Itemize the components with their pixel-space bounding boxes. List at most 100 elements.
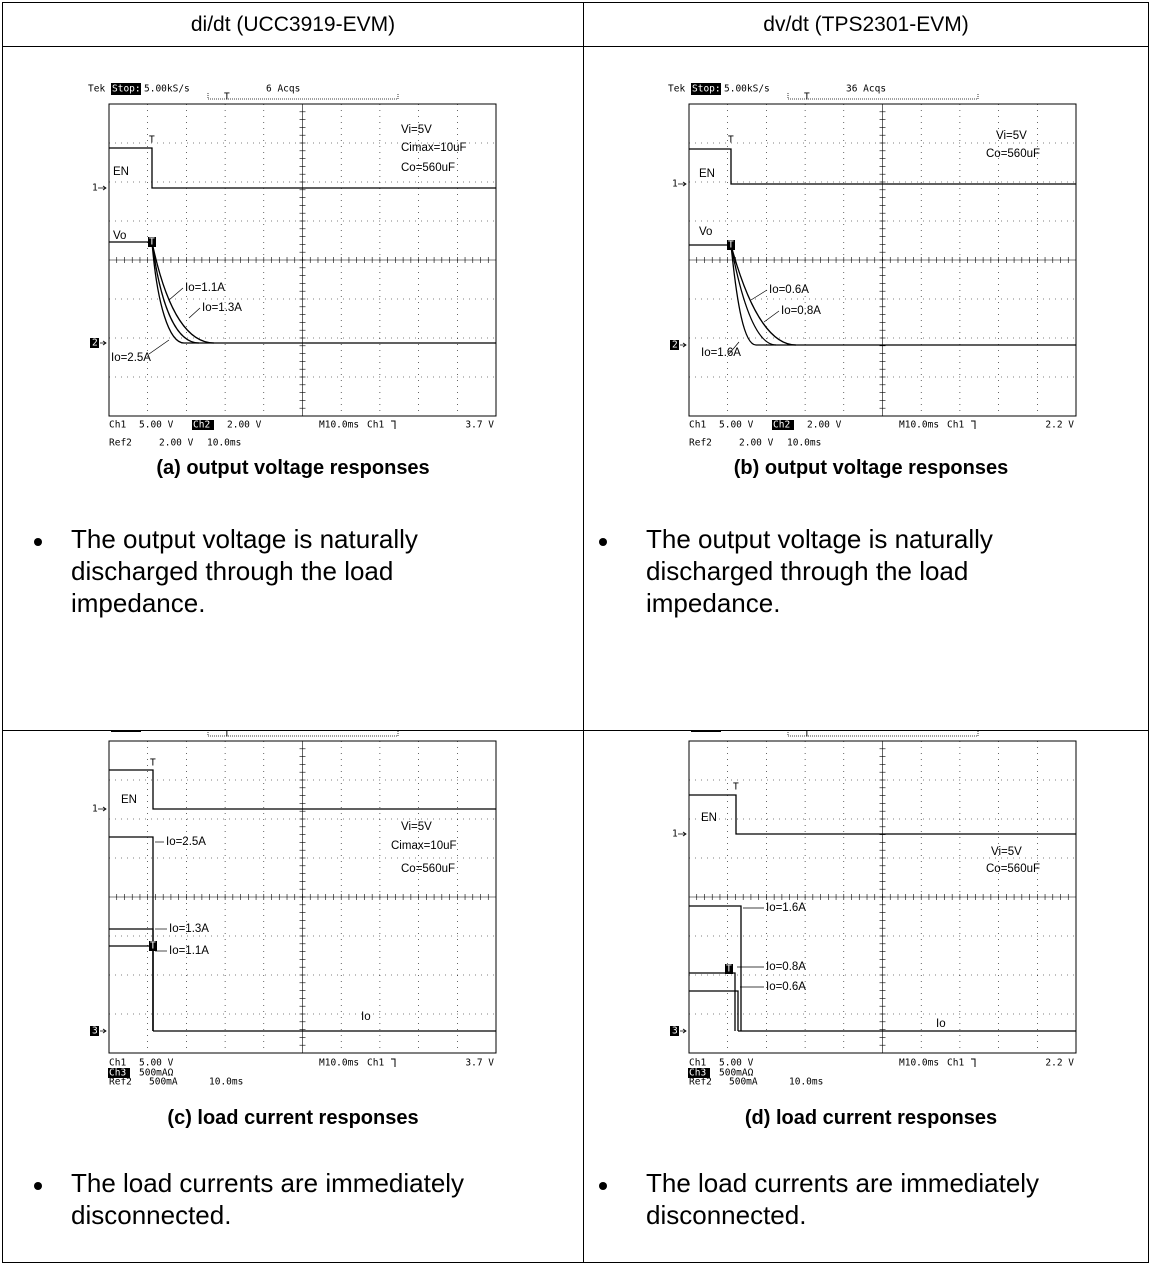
record-trigger: T	[804, 730, 810, 740]
scope-readout: M10.0ms	[899, 1058, 939, 1069]
scope-readout: 3.7 V	[465, 1058, 494, 1069]
scope-readout: 2.00 V	[807, 420, 842, 431]
scope-readout: 500mA	[729, 1077, 758, 1088]
caption: (a) output voltage responses	[73, 457, 513, 480]
waveform-label: Vo	[113, 230, 126, 242]
bullet-dot	[34, 538, 42, 546]
waveform-label: EN	[113, 166, 129, 178]
header-cell: dv/dt (TPS2301-EVM)	[583, 2, 1149, 47]
trigger-marker: T	[150, 758, 156, 769]
scope-readout: Ch1	[109, 420, 126, 431]
waveform-label: Co=560uF	[986, 148, 1040, 160]
acquisitions: 6 Acqs	[266, 84, 300, 95]
channel-arrow	[680, 343, 686, 347]
table-cell: TekStop:5.00kS/s22 AcqsTTTENIo=2.5AVi=5V…	[2, 730, 584, 1263]
slope-glyph	[391, 421, 395, 429]
channel-marker: 1	[92, 183, 98, 194]
waveform	[689, 906, 741, 1031]
waveform	[109, 946, 153, 1031]
waveform-label: Io	[936, 1018, 946, 1030]
leader-line	[751, 290, 767, 300]
scope-readout: 3.7 V	[465, 420, 494, 431]
waveform-label: Io=2.5A	[111, 352, 151, 364]
waveform-label: Io	[361, 1011, 371, 1023]
sample-rate: 5.00kS/s	[144, 84, 190, 95]
waveform-label: Io=1.6A	[701, 347, 741, 359]
bullet-text: The load currents are immediately discon…	[71, 1167, 501, 1231]
scope-readout: 2.00 V	[739, 438, 774, 449]
scope-readout: M10.0ms	[899, 420, 939, 431]
channel-arrow	[680, 1029, 686, 1033]
caption: (c) load current responses	[73, 1107, 513, 1130]
scope-readout: Ch2	[773, 420, 790, 431]
waveform-label: Vo	[699, 226, 712, 238]
channel-arrow	[100, 1029, 106, 1033]
scope-brand: Tek	[88, 84, 105, 95]
channel-marker: 1	[672, 179, 678, 190]
scope-readout: 2.2 V	[1045, 1058, 1074, 1069]
waveform-label: Vi=5V	[991, 846, 1022, 858]
scope-readout: 5.00 V	[139, 420, 174, 431]
waveform-label: Io=2.5A	[166, 836, 206, 848]
bullet-text: The output voltage is naturally discharg…	[71, 523, 501, 619]
channel-arrow	[678, 182, 686, 186]
trigger-marker: T	[149, 135, 155, 146]
table-cell: TekStop:5.00kS/s40 AcqsTTTENVi=5VCo=560u…	[583, 730, 1149, 1263]
waveform-label: Co=560uF	[986, 863, 1040, 875]
bullet-dot	[599, 1182, 607, 1190]
bullet-dot	[599, 538, 607, 546]
scope-readout: 10.0ms	[789, 1077, 823, 1088]
waveform-label: Vi=5V	[401, 821, 432, 833]
scope-status: Stop:	[692, 84, 721, 95]
page: di/dt (UCC3919-EVM)dv/dt (TPS2301-EVM)Te…	[0, 0, 1150, 1255]
scope-status: Stop:	[112, 730, 141, 732]
table-cell: TekStop:5.00kS/s6 AcqsTTTVi=5VCimax=10uF…	[2, 46, 584, 731]
waveform-label: Io=0.8A	[766, 961, 806, 973]
scope-readout: 10.0ms	[207, 438, 241, 449]
leader-line	[189, 308, 200, 318]
sample-rate: 5.00kS/s	[724, 84, 770, 95]
waveform-label: Vi=5V	[996, 130, 1027, 142]
channel-arrow	[98, 807, 106, 811]
waveform-label: Cimax=10uF	[401, 142, 467, 154]
waveform-label: Io=1.6A	[766, 902, 806, 914]
sample-rate: 5.00kS/s	[144, 730, 190, 732]
channel-marker: 2	[92, 338, 98, 349]
record-trigger: T	[224, 730, 230, 740]
scope-readout: Ref2	[109, 1077, 132, 1088]
waveform-label: Io=0.8A	[781, 305, 821, 317]
scope-readout: Ch2	[193, 420, 210, 431]
waveform	[689, 991, 738, 1031]
record-trigger: T	[804, 92, 810, 103]
sample-rate: 5.00kS/s	[724, 730, 770, 732]
record-trigger: T	[224, 92, 230, 103]
graticule: TTVi=5VCimax=10uFCo=560uFENVoIo=1.1AIo=1…	[109, 104, 496, 416]
scope-readout: 500mA	[149, 1077, 178, 1088]
waveform-label: EN	[701, 812, 717, 824]
scope-brand: Tek	[668, 730, 685, 732]
channel-marker: 3	[672, 1026, 678, 1037]
waveform	[109, 837, 153, 1031]
bullet-text: The output voltage is naturally discharg…	[646, 523, 1076, 619]
scope-status: Stop:	[692, 730, 721, 732]
waveform-label: Io=0.6A	[766, 981, 806, 993]
trigger-marker: T	[149, 237, 155, 248]
scope-readout: Ch1	[689, 420, 706, 431]
scope-readout: Ch1	[947, 1058, 964, 1069]
slope-glyph	[391, 1059, 395, 1067]
channel-arrow	[678, 832, 686, 836]
bullet-dot	[34, 1182, 42, 1190]
caption: (b) output voltage responses	[651, 457, 1091, 480]
acquisitions: 36 Acqs	[846, 84, 886, 95]
channel-marker: 1	[672, 829, 678, 840]
slope-glyph	[971, 421, 975, 429]
scope-readout: M10.0ms	[319, 1058, 359, 1069]
scope-readout: 2.00 V	[227, 420, 262, 431]
waveform-label: Io=1.3A	[169, 923, 209, 935]
trigger-marker: T	[728, 135, 734, 146]
caption: (d) load current responses	[651, 1107, 1091, 1130]
scope-readout: 10.0ms	[209, 1077, 243, 1088]
waveform-label: Cimax=10uF	[391, 840, 457, 852]
